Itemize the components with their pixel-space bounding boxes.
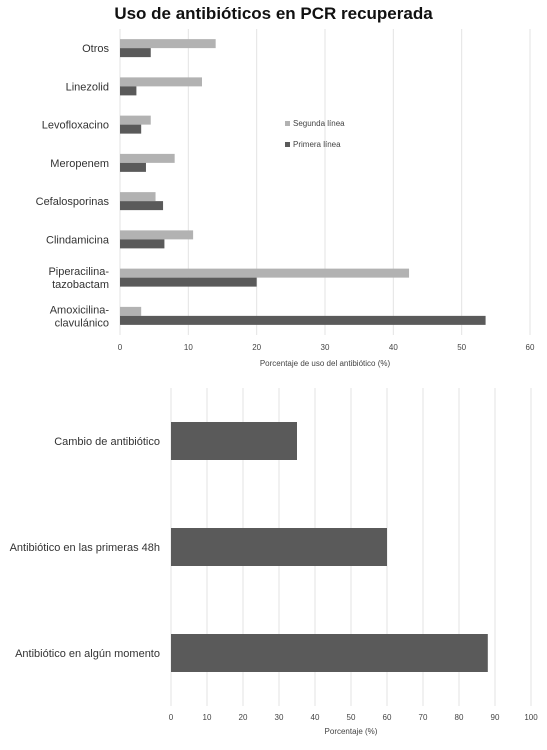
x-tick-label: 50 [457, 343, 466, 352]
bar-segunda-linea [120, 230, 194, 240]
legend-label: Primera línea [293, 140, 341, 149]
category-label: tazobactam [52, 279, 109, 291]
category-label: Clindamicina [46, 234, 110, 246]
bar-primera-linea [120, 48, 151, 58]
x-tick-label: 60 [526, 343, 535, 352]
bar-primera-linea [120, 162, 146, 172]
x-tick-label: 60 [383, 713, 392, 722]
bar-segunda-linea [120, 77, 202, 87]
x-tick-label: 10 [184, 343, 193, 352]
category-label: Meropenem [50, 158, 109, 170]
legend-label: Segunda línea [293, 119, 345, 128]
x-tick-label: 10 [203, 713, 212, 722]
x-tick-label: 0 [169, 713, 174, 722]
x-axis-label: Porcentaje de uso del antibiótico (%) [260, 359, 391, 368]
category-label: Cambio de antibiótico [54, 436, 160, 448]
category-label: Cefalosporinas [36, 196, 110, 208]
bar-segunda-linea [120, 153, 175, 163]
bar-segunda-linea [120, 192, 156, 202]
legend-swatch [285, 121, 290, 126]
x-tick-label: 100 [524, 713, 538, 722]
bar [171, 422, 297, 460]
category-label: Otros [82, 43, 109, 55]
bar [171, 528, 387, 566]
bar-primera-linea [120, 315, 486, 325]
bar-segunda-linea [120, 268, 410, 278]
category-label: Antibiótico en las primeras 48h [10, 542, 160, 554]
bar-primera-linea [120, 277, 257, 287]
category-label: Piperacilina- [48, 266, 109, 278]
legend-swatch [285, 142, 290, 147]
x-tick-label: 90 [491, 713, 500, 722]
category-label: clavulánico [55, 317, 109, 329]
category-label: Linezolid [66, 81, 109, 93]
x-tick-label: 40 [389, 343, 398, 352]
x-axis-label: Porcentaje (%) [325, 727, 378, 736]
x-tick-label: 20 [239, 713, 248, 722]
x-tick-label: 70 [419, 713, 428, 722]
bar-primera-linea [120, 124, 142, 134]
x-tick-label: 0 [118, 343, 123, 352]
chart-antibiotic-usage: 0 10 20 30 40 50 60 Otros Linezolid Levofloxacino… [36, 29, 535, 368]
bar-primera-linea [120, 239, 165, 249]
bar-primera-linea [120, 86, 137, 96]
x-tick-label: 80 [455, 713, 464, 722]
x-tick-label: 30 [275, 713, 284, 722]
x-tick-label: 30 [321, 343, 330, 352]
bar-segunda-linea [120, 39, 216, 49]
chart-title: Uso de antibióticos en PCR recuperada [114, 4, 433, 23]
category-label: Levofloxacino [42, 120, 109, 132]
x-tick-label: 20 [252, 343, 261, 352]
bar-segunda-linea [120, 306, 142, 316]
x-tick-label: 40 [311, 713, 320, 722]
bar [171, 634, 488, 672]
x-tick-label: 50 [347, 713, 356, 722]
bar-segunda-linea [120, 115, 151, 125]
category-label: Antibiótico en algún momento [15, 648, 160, 660]
bar-primera-linea [120, 201, 164, 211]
category-label: Amoxicilina- [50, 304, 110, 316]
